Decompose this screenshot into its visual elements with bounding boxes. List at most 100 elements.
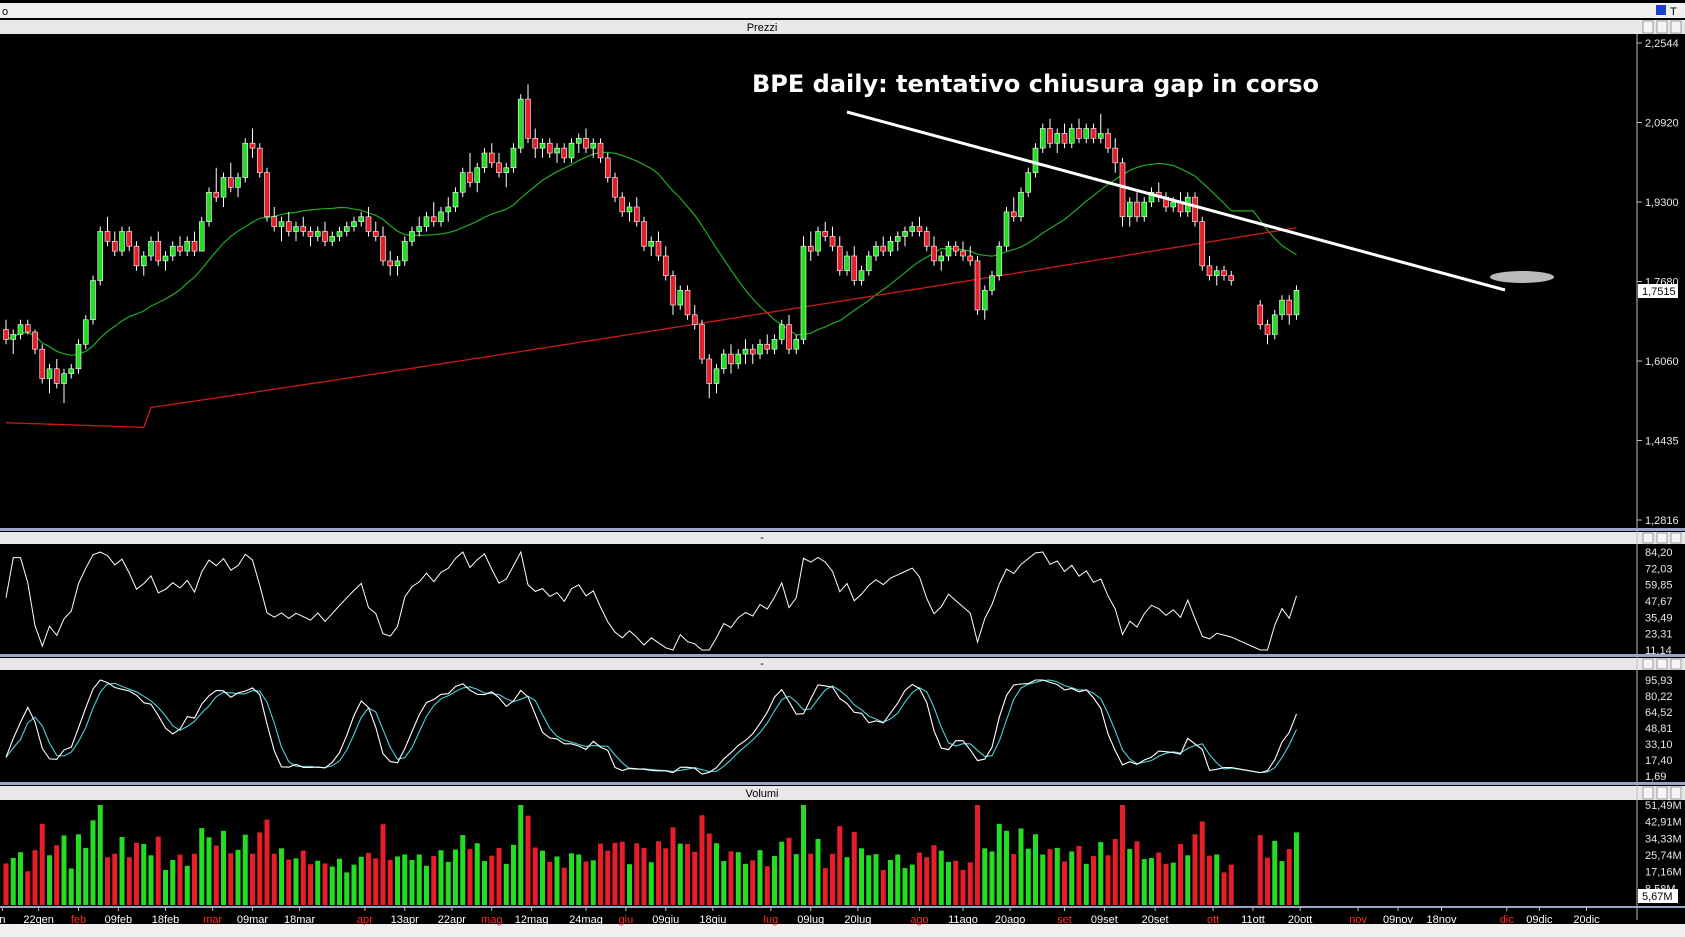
candle: [916, 216, 923, 237]
stochastic-d-line: [5, 679, 1297, 774]
candle-body: [648, 240, 655, 247]
candle: [1047, 118, 1053, 149]
panel-divider[interactable]: [0, 782, 1685, 785]
volume-bar: [271, 853, 277, 905]
volume-bar: [250, 853, 255, 905]
panel-restore-button[interactable]: [1656, 658, 1668, 670]
volume-bar: [511, 844, 516, 905]
date-label: 09dic: [1526, 914, 1553, 926]
panel-close-button[interactable]: [1670, 20, 1682, 34]
panel-restore-button[interactable]: [1656, 20, 1668, 34]
candle: [539, 138, 546, 158]
candle: [771, 334, 778, 355]
date-label: 09giu: [652, 914, 679, 926]
candle-body: [438, 211, 444, 222]
date-label: ago: [910, 914, 928, 926]
panel-restore-button[interactable]: [1656, 786, 1668, 800]
panel-divider[interactable]: [0, 654, 1685, 657]
volume-bar: [39, 823, 45, 905]
oscillator-tick-label: 23,31: [1645, 629, 1673, 641]
panel-close-button[interactable]: [1670, 532, 1682, 544]
volume-bar: [134, 842, 139, 905]
candle: [1228, 270, 1235, 286]
candle: [981, 285, 988, 320]
volume-bar: [1141, 859, 1147, 905]
panel-close-button[interactable]: [1670, 786, 1682, 800]
candle: [24, 319, 31, 335]
volume-bar: [859, 848, 864, 905]
candle-body: [967, 255, 974, 262]
panel-minimize-button[interactable]: [1642, 532, 1654, 544]
volume-bar: [1228, 864, 1234, 905]
candle-body: [452, 191, 459, 208]
candle-body: [612, 177, 618, 198]
candle: [1032, 143, 1039, 178]
volume-bar: [1069, 851, 1075, 905]
candle-body: [807, 245, 814, 252]
volume-bar: [728, 851, 734, 905]
candle: [438, 206, 444, 227]
candle-body: [597, 142, 604, 159]
candle-body: [1112, 147, 1119, 164]
candle-body: [561, 147, 568, 159]
candle-body: [873, 245, 879, 257]
candle-body: [264, 172, 270, 218]
volume-bar: [373, 858, 379, 905]
candle: [503, 162, 510, 188]
candle-body: [902, 231, 908, 237]
volume-bar: [525, 815, 531, 905]
candle: [271, 206, 278, 232]
volume-bar: [474, 843, 480, 905]
candle-body: [394, 260, 401, 267]
candle-body: [1119, 162, 1126, 218]
volume-bar: [569, 853, 574, 905]
candle: [546, 138, 553, 158]
panel-minimize-button[interactable]: [1642, 20, 1654, 34]
panel-minimize-button[interactable]: [1642, 786, 1654, 800]
oscillator-axis: 84,20 72,03 59,85 47,67 35,49 23,31 11,14: [1645, 547, 1673, 657]
volume-bar: [960, 870, 966, 905]
candle: [235, 172, 241, 198]
volume-bar: [699, 815, 705, 905]
date-label: 11ott: [1241, 914, 1265, 926]
volume-bar: [496, 847, 502, 905]
candle-body: [655, 240, 662, 257]
candle-body: [445, 206, 452, 213]
candle-body: [213, 191, 220, 198]
volume-bar: [148, 855, 154, 905]
volume-tick-label: 34,33M: [1645, 833, 1682, 845]
date-label: mar: [203, 914, 222, 926]
volume-bar: [1120, 805, 1125, 905]
window-icon[interactable]: [1656, 5, 1666, 15]
panel-divider[interactable]: [0, 528, 1685, 531]
panel-minimize-button[interactable]: [1642, 658, 1654, 670]
stochastic-tick-label: 1,69: [1645, 771, 1666, 783]
volume-bar: [1221, 872, 1227, 905]
panel-restore-button[interactable]: [1656, 532, 1668, 544]
volume-bar: [105, 857, 110, 905]
volume-bar: [1083, 863, 1089, 905]
volume-bar: [460, 835, 466, 905]
candle-body: [764, 343, 771, 350]
candle: [1257, 300, 1264, 330]
candle: [32, 329, 38, 355]
volume-bar: [801, 805, 806, 905]
panel-close-button[interactable]: [1670, 658, 1682, 670]
candle: [177, 236, 183, 257]
volume-bar: [1272, 840, 1278, 905]
candle: [1076, 118, 1082, 144]
date-label: giu: [619, 914, 634, 926]
volume-bar: [453, 849, 458, 905]
candle-body: [293, 226, 299, 232]
stochastic-panel: [5, 679, 1298, 775]
volume-bar: [351, 864, 357, 905]
candle: [1105, 128, 1111, 154]
candle-body: [46, 368, 53, 379]
candle: [68, 363, 75, 379]
candle: [416, 216, 423, 237]
candle: [662, 246, 669, 281]
date-label: 09lug: [797, 914, 824, 926]
volume-bar: [706, 833, 712, 905]
candle-body: [256, 147, 263, 173]
candle-body: [358, 216, 365, 222]
